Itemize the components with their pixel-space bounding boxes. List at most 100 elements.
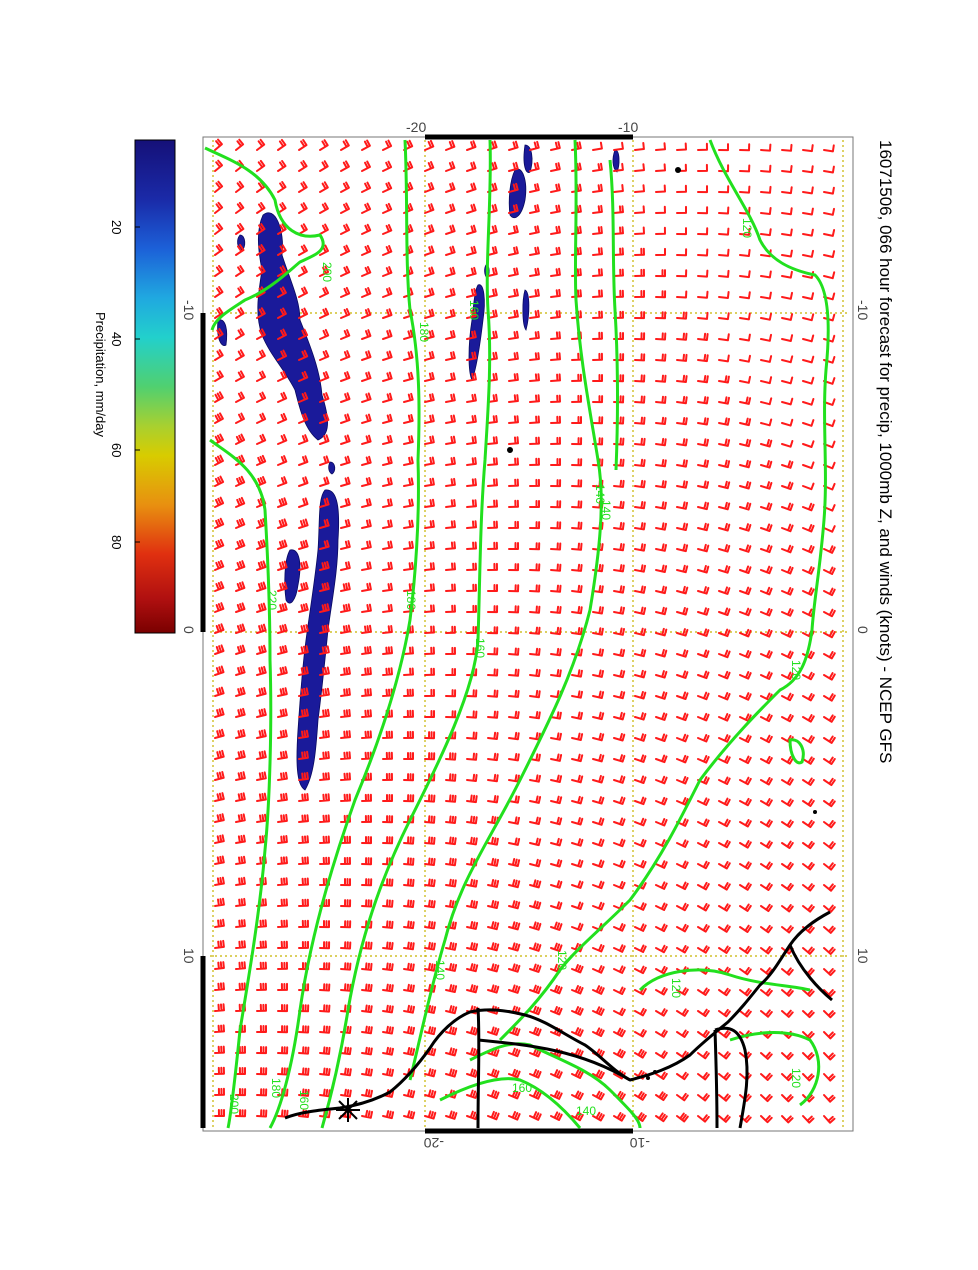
wind-barb [403,371,414,382]
wind-barb [718,565,731,574]
wind-barb [277,349,288,361]
wind-barb [802,1052,815,1061]
wind-barb [319,582,330,592]
wind-barb [571,479,583,488]
wind-barb [655,564,668,573]
wind-barb [760,291,772,300]
wind-barb [550,984,563,995]
wind-barb [676,923,689,933]
wind-barb [466,1110,479,1121]
wind-barb [214,834,225,844]
wind-barb [697,734,710,743]
wind-barb [781,270,793,279]
wind-barb [235,1109,247,1118]
wind-barb [256,1088,268,1097]
wind-barb [319,328,330,340]
contour-line [729,1031,821,1107]
wind-barb [529,204,540,214]
wind-barb [382,730,393,739]
wind-barb [361,1088,373,1098]
wind-barb [634,691,647,700]
wind-barb [256,750,267,760]
wind-barb [592,880,605,890]
wind-barb [613,479,625,488]
wind-barb [760,565,773,575]
wind-barb [550,647,562,657]
wind-barb [277,750,288,760]
wind-barb [739,375,751,384]
wind-barb [592,796,605,805]
wind-barb [739,143,751,152]
wind-barb [634,860,647,869]
wind-barb [697,987,710,996]
wind-barb [361,1046,373,1056]
wind-barb [340,455,351,466]
wind-barb [298,624,309,634]
wind-barb [445,646,456,655]
wind-barb [382,392,393,403]
wind-barb [739,861,752,870]
wind-barb [697,945,710,954]
wind-barb [634,627,647,637]
wind-barb [676,269,688,278]
wind-barb [760,819,773,828]
wind-barb [277,835,288,844]
wind-barb [382,962,394,972]
wind-barb [634,648,647,658]
wind-barb [676,205,687,214]
wind-barb [697,417,709,426]
wind-barb [760,755,773,765]
wind-barb [277,687,288,697]
wind-barb [445,604,456,613]
wind-barb [634,184,645,193]
wind-barb [466,963,479,973]
wind-barb [277,1046,289,1055]
wind-barb [256,1109,268,1118]
wind-barb [760,544,773,554]
wind-barb [361,667,372,676]
wind-barb [298,307,309,319]
wind-barb [340,308,351,319]
wind-barb [340,160,350,172]
wind-barb [277,813,288,823]
wind-barb [340,793,351,802]
wind-barb [382,709,393,718]
wind-barb [277,560,288,571]
wind-barb [235,1088,247,1097]
wind-barb [655,944,668,954]
wind-barb [319,455,330,466]
wind-barb [382,287,393,298]
wind-barb [592,226,603,235]
wind-barb [529,500,540,508]
wind-barb [319,518,330,529]
contour-label: 180 [417,322,431,342]
wind-barb [445,984,458,993]
wind-barb [298,244,308,256]
wind-barb [781,1115,794,1124]
wind-barb [655,627,668,637]
wind-barb [445,1110,458,1120]
wind-barb [256,919,267,928]
wind-barb [466,351,477,361]
wind-barb [634,1112,647,1122]
wind-barb [676,459,688,468]
wind-barb [445,224,456,235]
wind-barb [214,243,224,256]
wind-barb [760,1051,773,1060]
wind-barb [466,815,478,825]
lon-tick-label: -10 [855,300,871,320]
wind-barb [634,838,647,848]
wind-barb [655,1050,668,1059]
wind-barb [802,883,815,892]
colorbar-tick-label: 80 [109,535,124,549]
wind-barb [445,773,457,782]
wind-barb [760,418,773,427]
wind-barb [466,562,477,571]
wind-barb [340,329,351,340]
wind-barb [298,1109,310,1118]
wind-barb [382,794,393,802]
wind-barb [634,395,646,404]
wind-barb [781,566,794,575]
wind-barb [739,945,752,955]
wind-barb [340,1004,352,1013]
